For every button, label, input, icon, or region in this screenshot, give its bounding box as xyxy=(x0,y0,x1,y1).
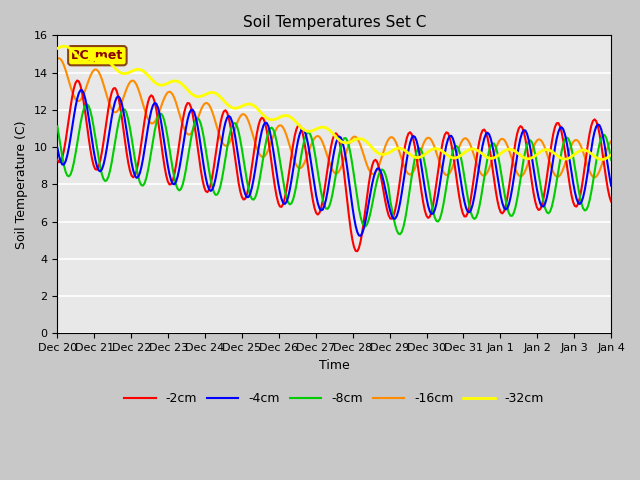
-8cm xyxy=(65,173,73,179)
Line: -4cm: -4cm xyxy=(58,90,611,236)
-4cm xyxy=(479,143,486,149)
-32cm xyxy=(54,46,61,51)
Y-axis label: Soil Temperature (C): Soil Temperature (C) xyxy=(15,120,28,249)
-4cm xyxy=(227,114,234,120)
-4cm xyxy=(362,218,369,224)
-4cm xyxy=(356,233,364,239)
-16cm xyxy=(360,153,368,158)
-4cm xyxy=(497,192,504,198)
-16cm xyxy=(55,55,63,61)
-16cm xyxy=(495,138,503,144)
-32cm xyxy=(477,150,484,156)
-8cm xyxy=(83,101,91,107)
-32cm xyxy=(488,156,496,161)
Line: -16cm: -16cm xyxy=(58,58,611,178)
Line: -8cm: -8cm xyxy=(58,104,611,234)
-16cm xyxy=(477,171,484,177)
-32cm xyxy=(360,137,368,143)
-8cm xyxy=(227,129,234,134)
-32cm xyxy=(607,152,615,158)
-4cm xyxy=(65,144,73,150)
-2cm xyxy=(74,78,81,84)
-16cm xyxy=(227,138,234,144)
Line: -2cm: -2cm xyxy=(58,81,611,251)
-8cm xyxy=(360,223,368,229)
-2cm xyxy=(227,123,234,129)
-2cm xyxy=(607,199,615,204)
-16cm xyxy=(591,175,598,180)
Text: BC_met: BC_met xyxy=(71,49,124,62)
Line: -32cm: -32cm xyxy=(58,46,611,159)
-2cm xyxy=(65,115,73,121)
-8cm xyxy=(497,168,504,173)
-8cm xyxy=(479,186,486,192)
Title: Soil Temperatures Set C: Soil Temperatures Set C xyxy=(243,15,426,30)
-8cm xyxy=(490,141,498,146)
-2cm xyxy=(490,177,498,182)
-32cm xyxy=(495,152,503,158)
-2cm xyxy=(362,205,369,211)
-32cm xyxy=(67,46,74,52)
-8cm xyxy=(396,231,404,237)
-2cm xyxy=(497,209,504,215)
-32cm xyxy=(597,156,605,162)
-4cm xyxy=(77,87,84,93)
-2cm xyxy=(479,128,486,133)
-2cm xyxy=(353,248,361,254)
-16cm xyxy=(607,138,615,144)
-16cm xyxy=(67,84,74,90)
X-axis label: Time: Time xyxy=(319,359,349,372)
-4cm xyxy=(607,182,615,188)
-8cm xyxy=(607,157,615,163)
-4cm xyxy=(54,145,61,151)
-16cm xyxy=(488,156,496,162)
-32cm xyxy=(60,43,68,49)
-16cm xyxy=(54,56,61,61)
-2cm xyxy=(54,157,61,163)
-8cm xyxy=(54,123,61,129)
-32cm xyxy=(227,104,234,110)
-4cm xyxy=(490,152,498,157)
Legend: -2cm, -4cm, -8cm, -16cm, -32cm: -2cm, -4cm, -8cm, -16cm, -32cm xyxy=(120,387,549,410)
